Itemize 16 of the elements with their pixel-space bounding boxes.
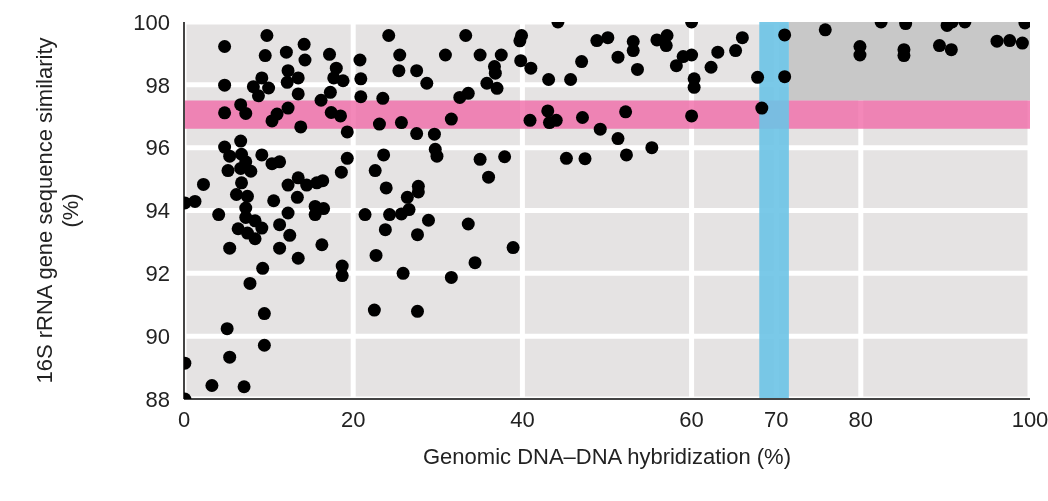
x-tick-label: 40 [510, 406, 535, 432]
x-axis-title: Genomic DNA–DNA hybridization (%) [422, 444, 792, 469]
y-axis-title: 16S rRNA gene sequence similarity (%) [32, 37, 83, 384]
y-tick-label: 90 [145, 323, 170, 349]
y-tick-label: 92 [145, 261, 170, 287]
y-tick-label: 88 [145, 386, 170, 412]
x-tick-label: 20 [340, 406, 366, 432]
x-tick-label: 70 [763, 406, 789, 432]
x-tick-label: 60 [679, 406, 704, 432]
x-tick-label: 0 [177, 406, 191, 432]
x-tick-label: 100 [1011, 406, 1048, 432]
x-tick-label: 80 [848, 406, 874, 432]
y-tick-label: 100 [133, 9, 170, 35]
y-tick-label: 98 [145, 72, 170, 98]
y-tick-label: 96 [145, 135, 170, 161]
y-tick-label: 94 [145, 198, 170, 224]
